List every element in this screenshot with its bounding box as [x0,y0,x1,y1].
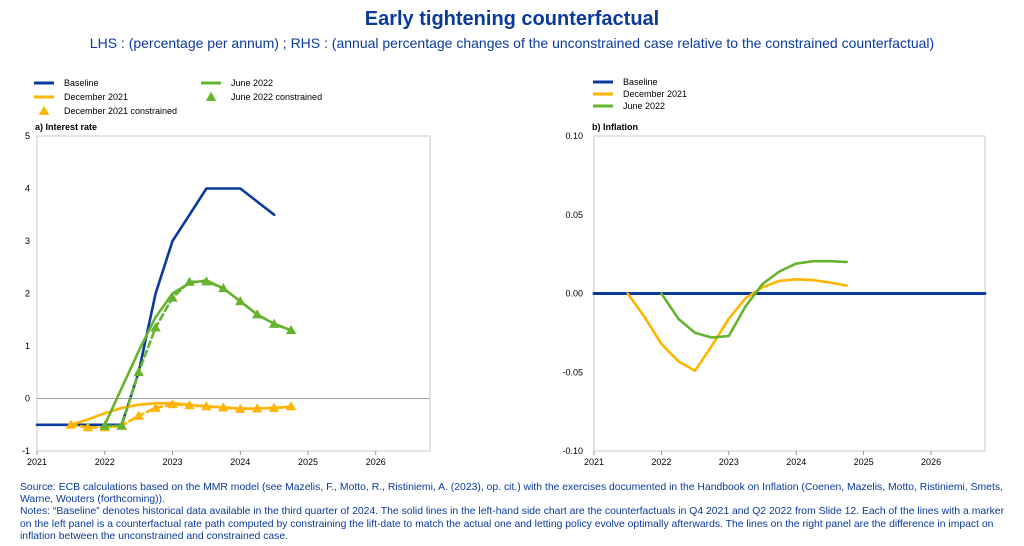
legend-marker [38,105,50,115]
data-marker [65,419,77,429]
y-tick-label: 1 [25,341,30,351]
x-tick-label: 2024 [786,457,806,467]
y-tick-label: 2 [25,289,30,299]
data-marker [252,309,263,319]
series-line [626,277,849,373]
series-december-2021 [626,277,849,373]
legend-marker [205,91,217,101]
y-tick-label: 0.05 [565,210,583,220]
data-marker [150,322,161,332]
series-june-2022 [660,259,849,339]
data-marker [99,420,110,430]
x-tick-label: 2026 [366,457,386,467]
series-june-2022 [103,279,293,427]
notes: Notes: “Baseline” denotes historical dat… [20,506,1005,542]
y-tick-label: 3 [25,236,30,246]
series-baseline [35,187,276,427]
legend-label: December 2021 constrained [64,106,177,116]
data-marker [218,283,229,293]
legend-label: June 2022 constrained [231,92,322,102]
data-marker [184,400,195,410]
series-line [660,259,849,339]
chart-subtitle: LHS : (percentage per annum) ; RHS : (an… [89,35,935,51]
legend-label: June 2022 [623,101,665,111]
legend-label: December 2021 [64,92,128,102]
x-tick-label: 2022 [651,457,671,467]
data-marker [252,403,263,413]
y-tick-label: 0.10 [565,131,583,141]
y-tick-label: 0.00 [565,289,583,299]
x-tick-label: 2022 [95,457,115,467]
series-december-2021-constrained [65,399,297,432]
y-tick-label: 0 [25,394,30,404]
y-tick-label: -1 [22,446,30,456]
x-tick-label: 2021 [27,457,47,467]
data-marker [285,401,297,411]
y-tick-label: 4 [25,184,30,194]
x-tick-label: 2025 [854,457,874,467]
series-june-2022-constrained [99,276,297,430]
data-marker [133,410,144,420]
x-tick-label: 2023 [719,457,739,467]
x-tick-label: 2024 [230,457,250,467]
data-marker [285,325,297,335]
plot-frame [36,135,431,452]
data-marker [268,318,280,328]
data-marker [133,367,144,377]
data-marker [201,401,212,411]
data-marker [184,276,195,286]
panel-title: b) Inflation [592,122,638,132]
data-marker [82,422,94,432]
legend-item [38,105,50,115]
data-marker [218,402,229,412]
series-line [103,280,293,428]
panel-inflation [592,80,987,455]
panel-title: a) Interest rate [35,122,97,132]
y-tick-label: -0.05 [562,367,583,377]
data-marker [167,399,178,409]
data-marker [167,292,178,302]
panel-interest-rate [34,81,431,455]
series-line [35,187,276,427]
x-tick-label: 2025 [298,457,318,467]
data-marker [235,403,246,413]
y-tick-label: -0.10 [562,446,583,456]
data-marker [150,402,161,412]
x-tick-label: 2023 [163,457,183,467]
x-tick-label: 2026 [921,457,941,467]
legend-label: Baseline [64,78,99,88]
legend-label: Baseline [623,77,658,87]
source-note: Source: ECB calculations based on the MM… [20,482,1003,506]
legend-label: June 2022 [231,78,273,88]
chart-title: Early tightening counterfactual [364,8,660,30]
footnotes: Source: ECB calculations based on the MM… [20,482,1005,543]
data-marker [235,296,246,306]
data-marker [268,402,280,412]
data-marker [201,276,212,286]
data-marker [116,420,127,430]
legend-label: December 2021 [623,89,687,99]
y-tick-label: 5 [25,131,30,141]
x-tick-label: 2021 [584,457,604,467]
series-line [103,279,293,427]
legend-item [205,91,217,101]
